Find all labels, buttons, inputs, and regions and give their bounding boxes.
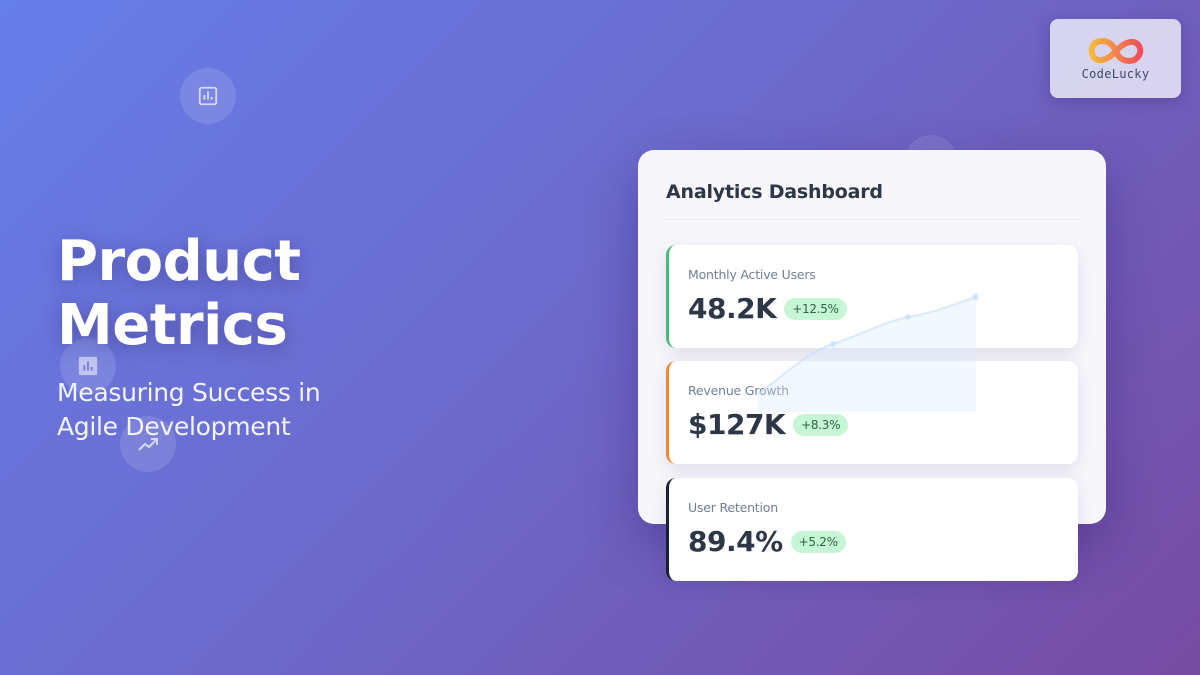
metric-label: Monthly Active Users [688, 267, 816, 282]
metric-label: User Retention [688, 500, 778, 515]
hero: Product Metrics Measuring Success in Agi… [57, 230, 321, 444]
dashboard-title: Analytics Dashboard [666, 181, 883, 203]
hero-subtitle: Measuring Success in Agile Development [57, 376, 321, 444]
hero-subtitle-line1: Measuring Success in [57, 378, 321, 407]
metric-change-badge: +8.3% [793, 413, 849, 436]
hero-title: Product Metrics [57, 230, 320, 358]
hero-title-line1: Product [57, 229, 301, 294]
decor-bubble [120, 416, 176, 472]
divider [666, 219, 1078, 220]
hero-title-line2: Metrics [57, 293, 288, 358]
metric-card-revenue-growth[interactable]: Revenue Growth $127K +8.3% [666, 361, 1078, 464]
metric-change-badge: +5.2% [790, 530, 846, 553]
metric-label: Revenue Growth [688, 383, 789, 398]
bar-chart-icon [198, 86, 218, 106]
metric-card-monthly-active-users[interactable]: Monthly Active Users 48.2K +12.5% [666, 245, 1078, 348]
metric-value: 48.2K [688, 292, 777, 325]
brand-logo: CodeLucky [1050, 19, 1181, 98]
brand-name: CodeLucky [1081, 66, 1150, 81]
metric-value: 89.4% [688, 525, 783, 558]
infinity-logo-icon [1088, 37, 1143, 64]
metric-card-user-retention[interactable]: User Retention 89.4% +5.2% [666, 478, 1078, 581]
bar-chart-icon [78, 356, 98, 376]
metric-value: $127K [688, 408, 786, 441]
metric-change-badge: +12.5% [784, 297, 847, 320]
decor-bubble [180, 68, 236, 124]
decor-bubble [60, 338, 116, 394]
trending-up-icon [138, 438, 158, 451]
hero-subtitle-line2: Agile Development [57, 412, 291, 441]
